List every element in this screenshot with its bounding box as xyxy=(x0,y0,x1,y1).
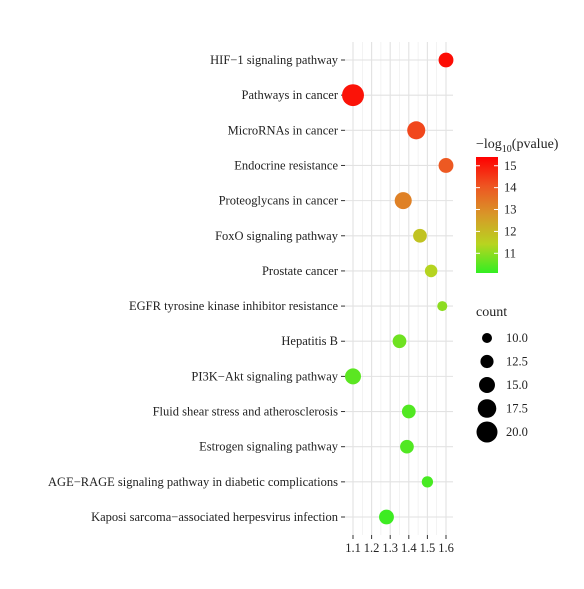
category-label: PI3K−Akt signaling pathway xyxy=(191,369,338,383)
category-label: AGE−RAGE signaling pathway in diabetic c… xyxy=(48,475,338,489)
category-label: Proteoglycans in cancer xyxy=(219,194,339,208)
size-legend-label: 17.5 xyxy=(506,402,528,416)
plot-panel xyxy=(345,42,453,535)
size-legend-label: 12.5 xyxy=(506,355,528,369)
size-legend-dot xyxy=(477,399,497,418)
category-label: Pathways in cancer xyxy=(242,88,339,102)
category-label: EGFR tyrosine kinase inhibitor resistanc… xyxy=(129,299,338,313)
data-point xyxy=(345,368,361,385)
category-label: HIF−1 signaling pathway xyxy=(210,53,339,67)
data-point xyxy=(421,476,434,488)
color-legend-label: 14 xyxy=(504,181,517,195)
data-point xyxy=(424,264,438,278)
x-tick-label: 1.3 xyxy=(382,541,398,555)
axes xyxy=(341,59,447,539)
x-tick-label: 1.6 xyxy=(438,541,454,555)
color-legend-label: 12 xyxy=(504,224,517,238)
color-legend-label: 13 xyxy=(504,203,517,217)
category-labels: HIF−1 signaling pathway Pathways in cance… xyxy=(48,53,339,524)
category-label: MicroRNAs in cancer xyxy=(228,123,339,137)
data-point xyxy=(401,404,416,419)
size-legend: count 10.0 12.5 15.0 17.5 20.0 xyxy=(476,305,528,443)
color-bar xyxy=(476,157,498,273)
data-point xyxy=(400,439,414,454)
size-legend-label: 15.0 xyxy=(506,378,528,392)
x-tick-label: 1.4 xyxy=(401,541,417,555)
color-legend-label: 11 xyxy=(504,246,516,260)
x-tick-labels: 1.1 1.2 1.3 1.4 1.5 1.6 xyxy=(345,541,454,555)
data-points xyxy=(342,52,454,525)
size-legend-dot xyxy=(479,377,495,393)
x-tick-label: 1.2 xyxy=(364,541,380,555)
category-label: Kaposi sarcoma−associated herpesvirus in… xyxy=(91,510,339,524)
size-legend-title: count xyxy=(476,305,507,320)
data-point xyxy=(394,192,412,210)
data-point xyxy=(342,84,364,107)
color-legend-label: 15 xyxy=(504,159,517,173)
color-legend: −log10(pvalue) 11 12 13 14 15 xyxy=(476,137,559,273)
category-label: Hepatitis B xyxy=(281,334,338,348)
data-point xyxy=(413,228,427,243)
data-point xyxy=(438,158,454,173)
grid-lines xyxy=(345,42,453,535)
data-point xyxy=(392,334,407,349)
size-legend-dot xyxy=(482,333,492,343)
data-point xyxy=(437,301,448,312)
size-legend-dot xyxy=(480,354,494,369)
category-label: FoxO signaling pathway xyxy=(215,229,339,243)
data-point xyxy=(407,121,426,140)
data-point xyxy=(438,52,454,68)
category-label: Endocrine resistance xyxy=(234,158,338,172)
x-tick-label: 1.1 xyxy=(345,541,361,555)
size-legend-label: 10.0 xyxy=(506,331,528,345)
color-legend-title: −log10(pvalue) xyxy=(476,137,559,155)
category-label: Fluid shear stress and atherosclerosis xyxy=(153,405,339,419)
category-label: Prostate cancer xyxy=(262,264,339,278)
x-tick-label: 1.5 xyxy=(420,541,436,555)
category-label: Estrogen signaling pathway xyxy=(199,440,339,454)
size-legend-dot xyxy=(476,421,498,443)
size-legend-label: 20.0 xyxy=(506,425,528,439)
data-point xyxy=(379,509,394,525)
